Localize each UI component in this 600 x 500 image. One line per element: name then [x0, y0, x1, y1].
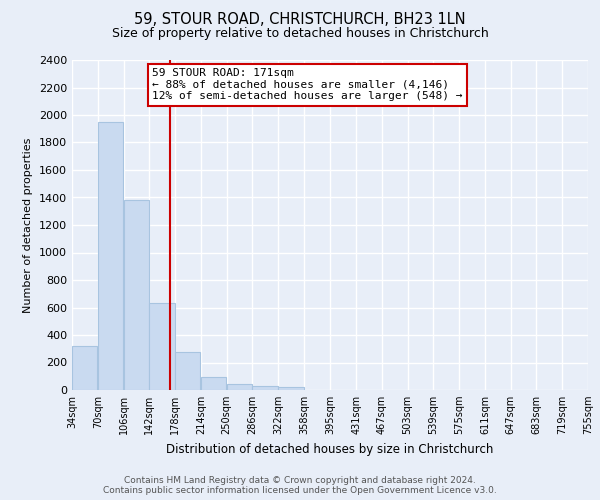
Y-axis label: Number of detached properties: Number of detached properties — [23, 138, 34, 312]
Bar — [227, 384, 252, 390]
Bar — [278, 387, 304, 390]
Bar — [72, 346, 97, 390]
Text: Size of property relative to detached houses in Christchurch: Size of property relative to detached ho… — [112, 28, 488, 40]
Text: Contains HM Land Registry data © Crown copyright and database right 2024.
Contai: Contains HM Land Registry data © Crown c… — [103, 476, 497, 495]
Bar — [201, 377, 226, 390]
Bar — [124, 200, 149, 390]
Bar — [253, 386, 278, 390]
Text: 59, STOUR ROAD, CHRISTCHURCH, BH23 1LN: 59, STOUR ROAD, CHRISTCHURCH, BH23 1LN — [134, 12, 466, 28]
Bar — [149, 304, 175, 390]
Bar — [175, 352, 200, 390]
X-axis label: Distribution of detached houses by size in Christchurch: Distribution of detached houses by size … — [166, 442, 494, 456]
Text: 59 STOUR ROAD: 171sqm
← 88% of detached houses are smaller (4,146)
12% of semi-d: 59 STOUR ROAD: 171sqm ← 88% of detached … — [152, 68, 463, 102]
Bar — [98, 122, 123, 390]
